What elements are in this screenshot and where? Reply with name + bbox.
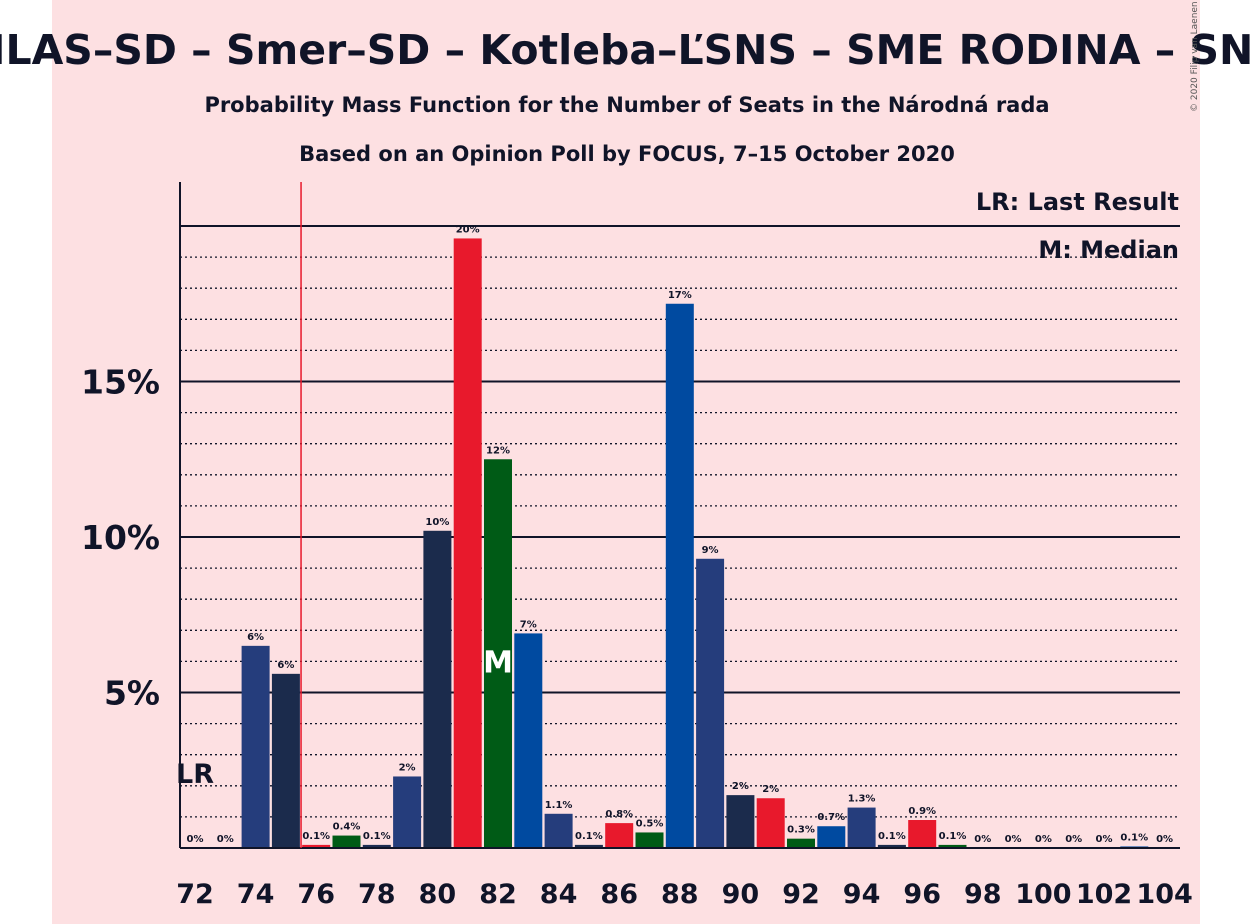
bar-label-seat-83: 7% xyxy=(520,619,537,630)
bar-label-seat-73: 0% xyxy=(217,834,234,845)
bar-seat-96 xyxy=(908,820,937,848)
bar-seat-86 xyxy=(605,823,634,848)
bar-seat-85 xyxy=(574,844,603,848)
bar-seat-92 xyxy=(787,838,815,848)
bar-label-seat-97: 0.1% xyxy=(939,831,967,842)
bar-label-seat-88: 17% xyxy=(668,290,692,301)
x-tick-label: 94 xyxy=(843,879,881,910)
x-tick-label: 78 xyxy=(358,879,396,910)
bar-seat-77 xyxy=(332,835,361,848)
x-tick-label: 104 xyxy=(1136,879,1192,910)
bar-seat-95 xyxy=(877,844,906,848)
x-tick-label: 92 xyxy=(782,879,820,910)
bar-seat-83 xyxy=(514,633,543,848)
bar-label-seat-85: 0.1% xyxy=(575,831,603,842)
bar-seat-89 xyxy=(696,558,725,848)
bar-seat-79 xyxy=(393,776,422,848)
bar-label-seat-95: 0.1% xyxy=(878,831,906,842)
x-tick-label: 84 xyxy=(540,879,578,910)
bar-seat-78 xyxy=(362,844,391,848)
bar-seat-81 xyxy=(453,238,482,848)
bar-label-seat-102: 0% xyxy=(1096,834,1113,845)
bar-label-seat-72: 0% xyxy=(187,834,204,845)
y-tick-label: 10% xyxy=(81,518,160,557)
bar-label-seat-101: 0% xyxy=(1065,834,1082,845)
bar-seat-88 xyxy=(665,303,694,848)
x-tick-labels: 72 74 76 78 80 82 84 86 88 90 92 94 96 98 100 102 104 xyxy=(176,879,1193,910)
bar-seat-82 xyxy=(484,459,512,848)
bar-label-seat-98: 0% xyxy=(974,834,991,845)
bar-label-seat-93: 0.7% xyxy=(817,812,845,823)
chart-subtitle-1: Probability Mass Function for the Number… xyxy=(204,93,1049,117)
bar-label-seat-78: 0.1% xyxy=(363,831,391,842)
bar-seat-76 xyxy=(302,844,331,848)
copyright-credit: © 2020 Filip van Laenen xyxy=(1190,1,1200,112)
y-tick-label: 15% xyxy=(81,363,160,402)
bar-labels-group: 0% 0%6%6%0.1%0.4%0.1%2%10%20%12%7%1.1%0.1… xyxy=(187,224,1174,845)
bar-seat-97 xyxy=(938,844,967,848)
median-marker: M xyxy=(483,645,513,680)
bar-label-seat-75: 6% xyxy=(277,660,294,671)
bar-seat-93 xyxy=(817,826,846,848)
bar-seat-91 xyxy=(756,798,785,848)
bar-label-seat-80: 10% xyxy=(425,517,449,528)
bar-label-seat-74: 6% xyxy=(247,632,264,643)
bar-label-seat-82: 12% xyxy=(486,445,510,456)
bar-label-seat-99: 0% xyxy=(1005,834,1022,845)
bar-seat-87 xyxy=(635,832,664,848)
bar-label-seat-77: 0.4% xyxy=(333,822,361,833)
bar-seat-75 xyxy=(271,673,300,848)
bar-seat-94 xyxy=(847,807,876,848)
legend-median: M: Median xyxy=(1038,236,1179,264)
bar-seat-80 xyxy=(423,530,452,848)
bar-label-seat-104: 0% xyxy=(1156,834,1173,845)
bar-label-seat-94: 1.3% xyxy=(848,794,876,805)
y-tick-label: 5% xyxy=(104,674,160,713)
x-tick-label: 100 xyxy=(1015,879,1071,910)
legend-last-result: LR: Last Result xyxy=(976,188,1179,216)
bar-label-seat-81: 20% xyxy=(456,224,480,235)
bar-label-seat-76: 0.1% xyxy=(302,831,330,842)
bar-label-seat-79: 2% xyxy=(399,762,416,773)
last-result-marker: LR xyxy=(176,759,214,790)
x-tick-label: 74 xyxy=(237,879,275,910)
y-tick-labels: 5% 10% 15% xyxy=(81,363,160,713)
bar-label-seat-103: 0.1% xyxy=(1120,832,1148,843)
bar-label-seat-96: 0.9% xyxy=(908,806,936,817)
bar-label-seat-90: 2% xyxy=(732,781,749,792)
bar-label-seat-91: 2% xyxy=(762,784,779,795)
x-tick-label: 88 xyxy=(661,879,699,910)
chart-title: HLAS–SD – Smer–SD – Kotleba–ĽSNS – SME R… xyxy=(0,26,1254,74)
bar-label-seat-87: 0.5% xyxy=(636,818,664,829)
x-tick-label: 96 xyxy=(903,879,941,910)
x-tick-label: 76 xyxy=(297,879,335,910)
x-tick-label: 80 xyxy=(419,879,457,910)
bars-group xyxy=(241,238,1149,848)
x-tick-label: 98 xyxy=(964,879,1002,910)
bar-seat-74 xyxy=(241,645,270,848)
bar-label-seat-89: 9% xyxy=(702,545,719,556)
x-tick-label: 90 xyxy=(722,879,760,910)
chart-subtitle-2: Based on an Opinion Poll by FOCUS, 7–15 … xyxy=(299,142,955,166)
bar-seat-84 xyxy=(544,813,573,848)
bar-label-seat-84: 1.1% xyxy=(545,800,573,811)
x-tick-label: 86 xyxy=(600,879,638,910)
x-tick-label: 72 xyxy=(176,879,214,910)
bar-seat-90 xyxy=(726,795,755,848)
x-tick-label: 82 xyxy=(479,879,517,910)
bar-label-seat-86: 0.8% xyxy=(605,809,633,820)
bar-label-seat-100: 0% xyxy=(1035,834,1052,845)
x-tick-label: 102 xyxy=(1076,879,1132,910)
bar-label-seat-92: 0.3% xyxy=(787,825,815,836)
